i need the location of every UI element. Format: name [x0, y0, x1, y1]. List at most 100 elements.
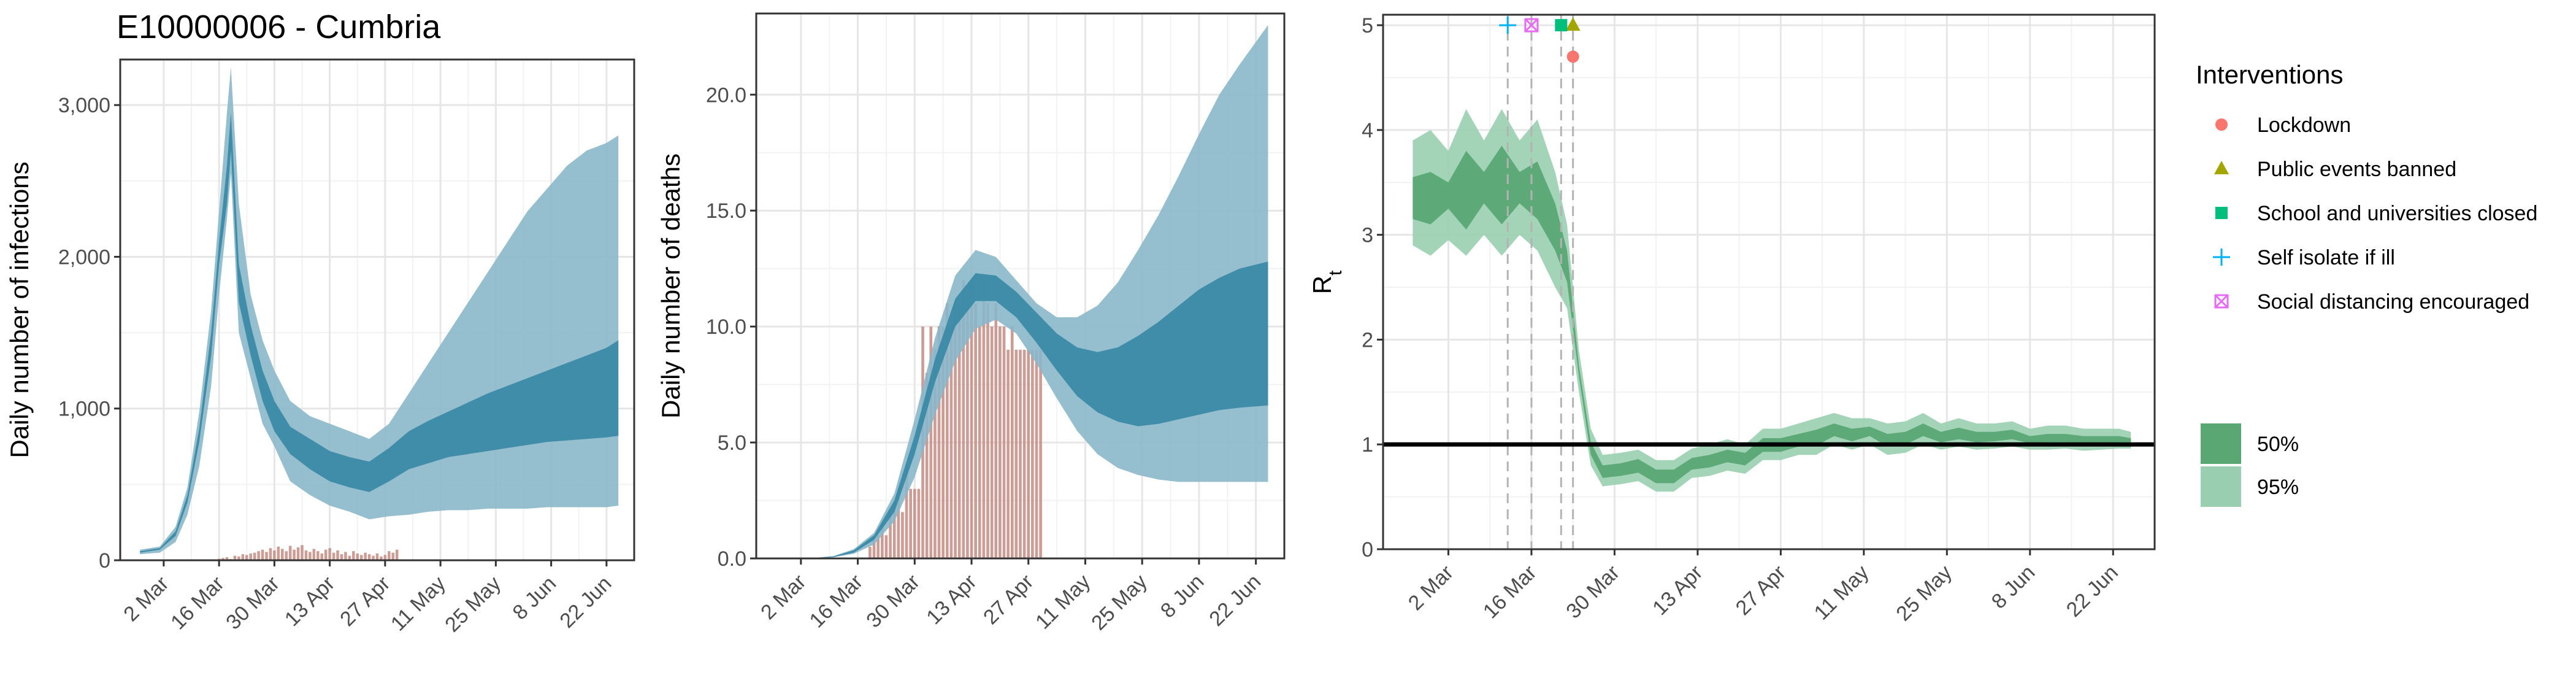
observed-bar — [285, 551, 288, 560]
x-tick-label: 11 May — [1031, 570, 1095, 634]
observed-bar — [237, 556, 240, 560]
observed-bar — [905, 465, 908, 558]
legend-band-label: 50% — [2257, 433, 2299, 456]
observed-bar — [324, 549, 328, 560]
x-tick-label: 13 Apr — [1648, 561, 1707, 620]
y-axis-title: Daily number of infections — [5, 161, 34, 458]
observed-bar — [945, 303, 949, 558]
observed-bar — [293, 549, 296, 560]
observed-bar — [937, 326, 941, 558]
observed-bar — [1014, 349, 1018, 558]
observed-bar — [901, 512, 904, 558]
y-tick-label: 0 — [1362, 538, 1373, 561]
observed-bar — [309, 552, 312, 560]
x-tick-label: 30 Mar — [221, 572, 284, 635]
observed-bar — [383, 555, 387, 560]
observed-bar — [1031, 349, 1034, 558]
y-tick-label: 15.0 — [706, 199, 746, 223]
observed-bar — [257, 551, 260, 560]
panel-1-title: E10000006 - Cumbria — [117, 9, 441, 45]
observed-bar — [241, 554, 245, 560]
observed-bar — [316, 551, 320, 560]
x-tick-label: 13 Apr — [922, 570, 981, 629]
y-tick-label: 3,000 — [58, 94, 110, 117]
x-tick-label: 2 Mar — [119, 572, 173, 626]
intervention-marker — [1565, 17, 1581, 31]
band-50pct — [140, 112, 619, 553]
observed-bar — [884, 535, 888, 558]
legend-key-plus — [2213, 249, 2230, 266]
observed-bar — [999, 326, 1002, 558]
observed-bar — [954, 303, 957, 558]
interventions-legend: Interventions Lockdown Public events bann… — [2196, 60, 2537, 507]
observed-bar — [359, 555, 363, 560]
intervention-marker — [1555, 19, 1568, 32]
observed-bar — [296, 547, 300, 560]
observed-bar — [957, 303, 961, 558]
x-tick-label: 16 Mar — [1479, 561, 1541, 623]
panel-border — [755, 12, 1286, 560]
y-tick-label: 1,000 — [58, 398, 110, 421]
intervention-marker — [1566, 50, 1579, 63]
observed-bar — [304, 550, 308, 560]
observed-bar — [344, 552, 347, 560]
x-tick-label: 22 Jun — [2062, 561, 2123, 622]
observed-bar — [336, 550, 339, 560]
x-tick-label: 25 May — [1087, 570, 1152, 635]
observed-bar — [949, 326, 953, 558]
observed-bar — [933, 349, 937, 558]
legend-band-key — [2201, 466, 2241, 507]
rt-panel: 0 1 2 3 4 5 2 Mar 16 Mar 30 Mar 13 Apr 27 Apr 11 Ma… — [1308, 14, 2156, 626]
legend-key-circle — [2215, 118, 2228, 131]
x-tick-label: 8 Jun — [1987, 561, 2040, 614]
observed-bar — [1006, 349, 1010, 558]
observed-bar — [328, 548, 331, 560]
x-tick-label: 13 Apr — [280, 572, 339, 631]
x-tick-label: 27 Apr — [1731, 561, 1790, 620]
observed-bar — [889, 512, 892, 558]
panel-border — [119, 58, 635, 561]
observed-bar — [380, 556, 383, 560]
legend-band-label: 95% — [2257, 476, 2299, 499]
x-tick-label: 11 May — [1810, 561, 1874, 625]
observed-bar — [375, 553, 379, 560]
y-tick-label: 5.0 — [718, 431, 746, 455]
legend-key-boxtimes — [2214, 294, 2229, 309]
observed-bar — [892, 500, 896, 558]
observed-bar — [312, 549, 316, 560]
observed-bar — [388, 551, 391, 560]
observed-bar — [348, 555, 351, 560]
x-tick-label: 25 May — [1892, 561, 1957, 626]
observed-bar — [1027, 349, 1030, 558]
intervention-marker — [1524, 18, 1539, 33]
observed-bar — [352, 551, 355, 560]
x-tick-label: 8 Jun — [1156, 570, 1209, 623]
plot-background — [1383, 15, 2155, 549]
observed-bar — [872, 539, 876, 558]
panel-border — [1382, 14, 2156, 550]
observed-bar — [925, 372, 929, 558]
observed-bar — [288, 546, 292, 560]
x-tick-label: 11 May — [386, 572, 450, 636]
legend-label: School and universities closed — [2257, 202, 2537, 225]
legend-key-square — [2215, 207, 2228, 219]
band-95pct — [1413, 109, 2131, 492]
y-tick-label: 3 — [1362, 224, 1373, 247]
observed-bar — [245, 555, 248, 560]
observed-bar — [372, 555, 375, 560]
observed-bar — [367, 554, 371, 560]
observed-bar — [941, 326, 945, 558]
observed-bar — [974, 303, 977, 558]
observed-bar — [277, 546, 280, 560]
observed-bar — [962, 280, 965, 558]
observed-bar — [269, 548, 272, 560]
y-tick-label: 5 — [1362, 14, 1373, 37]
observed-bar — [395, 549, 399, 560]
observed-bar — [1035, 349, 1038, 558]
x-tick-label: 22 Jun — [1205, 570, 1265, 631]
y-tick-label: 2,000 — [58, 245, 110, 269]
observed-bar — [1002, 326, 1006, 558]
observed-bar — [1039, 349, 1042, 558]
x-tick-label: 16 Mar — [805, 570, 868, 633]
